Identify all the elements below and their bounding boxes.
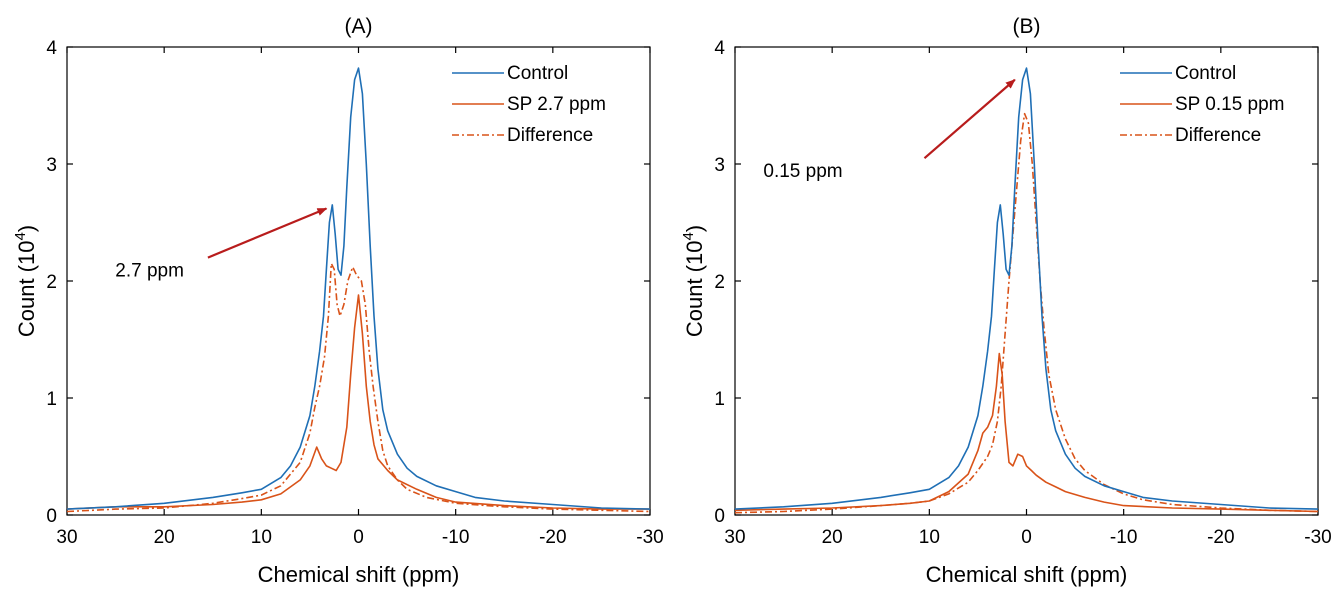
x-tick-label: -30 — [636, 527, 663, 548]
legend-label: SP 2.7 ppm — [507, 94, 606, 115]
chart-title: (A) — [345, 15, 373, 38]
y-axis-label-close: ) — [14, 225, 39, 232]
x-tick-label: -10 — [442, 527, 469, 548]
x-axis-label: Chemical shift (ppm) — [926, 562, 1128, 587]
y-axis-label-sup: 4 — [680, 232, 697, 240]
y-tick-label: 2 — [46, 272, 57, 293]
y-tick-label: 1 — [714, 389, 725, 410]
x-tick-label: -10 — [1110, 527, 1137, 548]
y-axis-label-main: Count (10 — [14, 241, 39, 338]
series-line-difference — [67, 262, 650, 513]
series-line-sp — [735, 352, 1318, 513]
series-line-control — [735, 67, 1318, 510]
annotation-label: 0.15 ppm — [763, 161, 842, 182]
annotation-arrow — [923, 78, 1016, 159]
panel-a: 30 20 10 0 -10 -20 -30 0 1 2 3 4 (A) Chemical shift (… — [12, 15, 664, 587]
chart-title: (B) — [1013, 15, 1041, 38]
legend-label: Difference — [1175, 125, 1261, 146]
y-axis-label: Count (104) — [680, 225, 707, 337]
panel-b: 30 20 10 0 -10 -20 -30 0 1 2 3 4 (B) Chemical shift (… — [680, 15, 1332, 587]
y-tick-label: 0 — [714, 506, 725, 527]
legend-label: Difference — [507, 125, 593, 146]
y-axis-label-sup: 4 — [12, 232, 29, 240]
x-tick-label: -20 — [539, 527, 566, 548]
x-tick-label: 10 — [251, 527, 272, 548]
y-tick-label: 4 — [714, 38, 725, 59]
y-tick-label: 2 — [714, 272, 725, 293]
series-line-sp — [67, 294, 650, 510]
x-tick-label: 20 — [154, 527, 175, 548]
x-tick-label: 0 — [353, 527, 364, 548]
y-axis-label-main: Count (10 — [682, 241, 707, 338]
y-axis-label: Count (104) — [12, 225, 39, 337]
x-tick-label: 30 — [56, 527, 77, 548]
legend-label: Control — [1175, 63, 1236, 84]
x-axis-label: Chemical shift (ppm) — [258, 562, 460, 587]
y-tick-label: 3 — [46, 155, 57, 176]
legend-label: Control — [507, 63, 568, 84]
y-tick-label: 1 — [46, 389, 57, 410]
y-tick-label: 3 — [714, 155, 725, 176]
x-tick-label: -20 — [1207, 527, 1234, 548]
y-tick-label: 0 — [46, 506, 57, 527]
x-tick-label: 10 — [919, 527, 940, 548]
series-line-control — [67, 67, 650, 510]
x-tick-label: -30 — [1304, 527, 1331, 548]
x-tick-label: 0 — [1021, 527, 1032, 548]
legend-label: SP 0.15 ppm — [1175, 94, 1285, 115]
x-tick-label: 30 — [724, 527, 745, 548]
annotation-label: 2.7 ppm — [115, 260, 184, 281]
x-tick-label: 20 — [822, 527, 843, 548]
y-axis-label-close: ) — [682, 225, 707, 232]
y-tick-label: 4 — [46, 38, 57, 59]
annotation-arrow — [207, 207, 328, 259]
